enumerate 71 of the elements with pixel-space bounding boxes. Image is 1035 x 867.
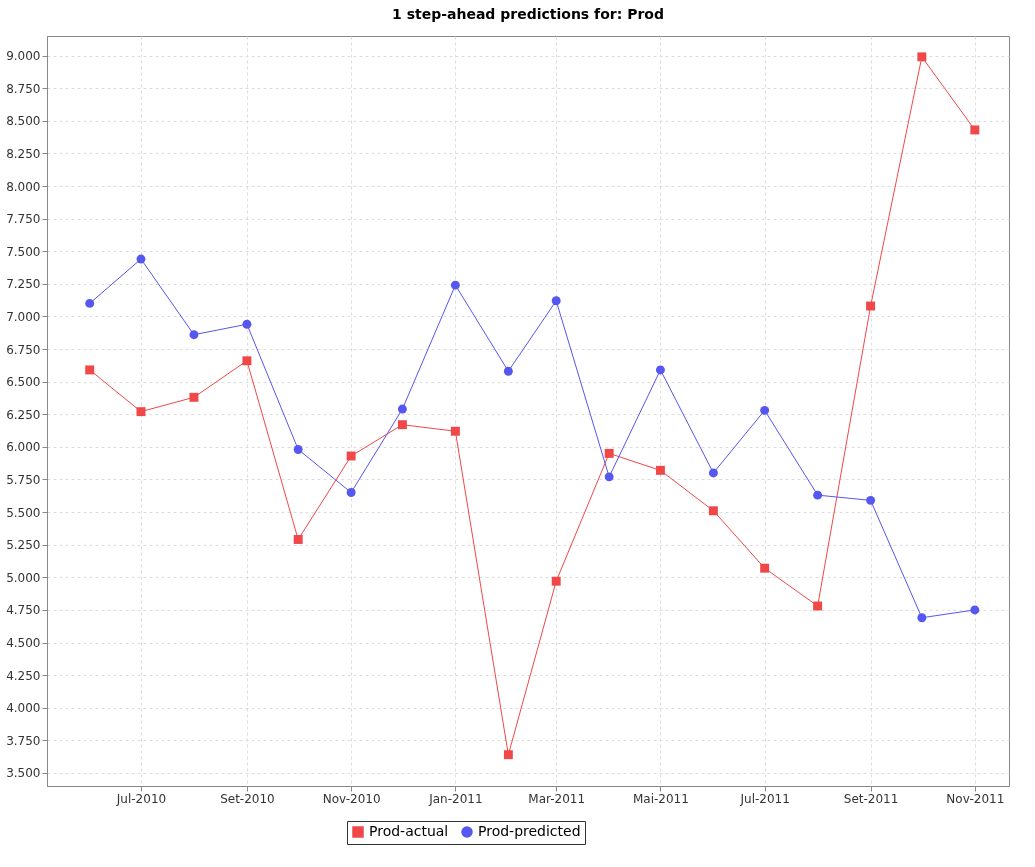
y-tick-label: 4.250 [6, 668, 41, 683]
point [970, 125, 980, 135]
point [503, 366, 513, 376]
x-tick-label: Nov-2010 [322, 791, 381, 806]
point [760, 405, 770, 415]
y-tick-label: 8.250 [6, 146, 41, 161]
x-tick-label: Set-2010 [220, 791, 275, 806]
x-tick-label: Jan-2011 [428, 791, 483, 806]
point [85, 365, 95, 375]
point [760, 563, 770, 573]
point [813, 490, 823, 500]
y-tick-label: 4.500 [6, 636, 41, 651]
y-tick-label: 8.000 [6, 179, 41, 194]
point [866, 495, 876, 505]
point [970, 605, 980, 615]
y-tick-label: 5.000 [6, 570, 41, 585]
point [293, 535, 303, 544]
point [813, 601, 823, 611]
point [450, 426, 460, 436]
legend-label: Prod-actual [369, 823, 449, 839]
x-tick-label: Mar-2011 [528, 791, 586, 806]
point [917, 52, 927, 62]
point [551, 296, 561, 306]
point [708, 468, 718, 478]
y-tick-label: 3.500 [6, 766, 41, 781]
y-tick-label: 7.750 [6, 212, 41, 227]
y-tick-label: 5.750 [6, 472, 41, 487]
legend-label: Prod-predicted [478, 823, 581, 839]
y-tick-label: 5.250 [6, 538, 41, 553]
y-tick-label: 4.000 [6, 701, 41, 716]
point [189, 330, 199, 340]
point [917, 613, 927, 623]
point [551, 576, 561, 586]
y-tick-label: 6.000 [6, 440, 41, 455]
point [866, 301, 876, 311]
y-tick-label: 3.750 [6, 733, 41, 748]
point [397, 420, 407, 430]
y-tick-label: 6.250 [6, 407, 41, 422]
point [503, 750, 513, 760]
point [346, 488, 356, 497]
y-tick-label: 9.000 [6, 49, 41, 64]
point [189, 392, 199, 402]
point [346, 451, 356, 461]
point [708, 506, 718, 516]
x-tick-label: Jul-2010 [115, 791, 167, 806]
y-tick-label: 6.500 [6, 375, 41, 390]
y-tick-label: 4.750 [6, 603, 41, 618]
point [655, 365, 665, 375]
point [293, 445, 303, 454]
point [242, 319, 252, 329]
point [655, 465, 665, 475]
point [604, 472, 614, 482]
point [604, 448, 614, 458]
point [450, 280, 460, 290]
y-tick-label: 8.500 [6, 114, 41, 129]
x-tick-label: Jul-2011 [739, 791, 790, 806]
y-tick-label: 7.250 [6, 277, 41, 292]
point [136, 254, 146, 264]
y-tick-label: 6.750 [6, 342, 41, 357]
point [85, 298, 95, 308]
point [242, 356, 252, 366]
x-tick-label: Nov-2011 [946, 791, 1005, 806]
point [397, 404, 407, 414]
point [136, 407, 146, 417]
chart-title: 1 step-ahead predictions for: Prod [392, 6, 664, 22]
y-tick-label: 7.500 [6, 244, 41, 259]
y-tick-label: 5.500 [6, 505, 41, 520]
x-tick-label: Mai-2011 [632, 791, 689, 806]
y-tick-label: 8.750 [6, 81, 41, 96]
x-tick-label: Set-2011 [843, 791, 899, 806]
y-tick-label: 7.000 [6, 309, 41, 324]
